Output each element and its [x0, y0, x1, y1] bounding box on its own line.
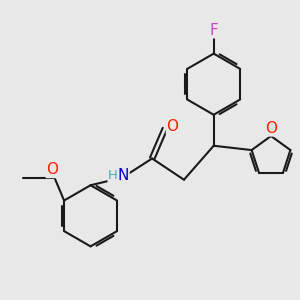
Text: H: H	[108, 169, 118, 182]
Text: O: O	[46, 163, 58, 178]
Text: F: F	[209, 23, 218, 38]
Text: O: O	[167, 119, 178, 134]
Text: O: O	[265, 121, 277, 136]
Text: N: N	[118, 168, 129, 183]
